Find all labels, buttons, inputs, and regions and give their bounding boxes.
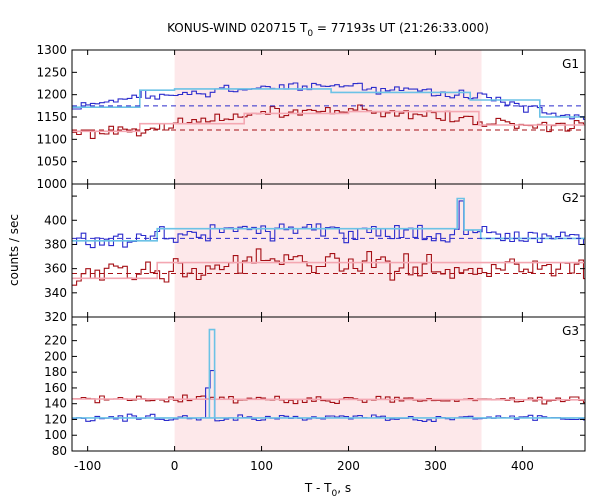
y-tick-label: 340 — [44, 286, 67, 300]
panel-g1: 1000 1050 1100 1150 1200 1250 1300 G1 — [36, 43, 586, 191]
panel-frame — [71, 316, 586, 452]
x-tick-label: 100 — [250, 459, 273, 473]
y-tick-label: 1050 — [36, 155, 67, 169]
y-tick-label: 1000 — [36, 177, 67, 191]
fit-pink-g1 — [72, 110, 585, 133]
chart-title: KONUS-WIND 020715 T0 = 77193s UT (21:26:… — [167, 21, 489, 39]
y-tick-label: 180 — [44, 365, 67, 379]
x-tick-label: -100 — [74, 459, 101, 473]
panel-label-g2: G2 — [562, 191, 579, 205]
shaded-interval — [174, 50, 482, 184]
x-tick-label: 300 — [424, 459, 447, 473]
panel-label-g3: G3 — [562, 324, 579, 338]
fit-pink-g2 — [72, 261, 585, 280]
series-red-g1 — [72, 104, 585, 139]
y-tick-label: 1300 — [36, 43, 67, 57]
y-axis-label: counts / sec — [7, 214, 21, 286]
panel-g2: 320 340 360 380 400 G2 — [44, 183, 586, 324]
y-tick-label: 1100 — [36, 132, 67, 146]
y-tick-label: 220 — [44, 334, 67, 348]
y-tick-label: 80 — [52, 444, 67, 458]
y-tick-label: 320 — [44, 310, 67, 324]
fit-lightblue-g1 — [72, 88, 585, 118]
x-tick-label: 0 — [171, 459, 179, 473]
series-blue-g2 — [72, 200, 585, 249]
y-tick-label: 140 — [44, 397, 67, 411]
shaded-interval — [174, 317, 482, 451]
shaded-interval — [174, 184, 482, 317]
y-tick-label: 200 — [44, 349, 67, 363]
y-tick-label: 1150 — [36, 110, 67, 124]
y-tick-label: 400 — [44, 213, 67, 227]
plot-area: 1000105011001150120012501300G13203403603… — [36, 43, 586, 473]
y-tick-label: 100 — [44, 428, 67, 442]
fit-pink-g3 — [72, 398, 585, 401]
y-tick-label: 160 — [44, 381, 67, 395]
fit-spike-g3 — [208, 328, 216, 418]
y-tick-label: 120 — [44, 412, 67, 426]
x-axis: -100 0 100 200 300 400 — [74, 459, 534, 473]
x-axis-label-subscript: 0 — [332, 489, 338, 499]
panel-g1-data — [72, 50, 585, 184]
series-red-g2 — [72, 248, 585, 286]
fit-lightblue-g2 — [72, 197, 585, 242]
panel-g2-data — [72, 184, 585, 317]
panel-label-g1: G1 — [562, 57, 579, 71]
series-blue-g1 — [72, 82, 585, 120]
y-tick-label: 1200 — [36, 88, 67, 102]
panel-g3-data — [72, 317, 585, 451]
chart-title-subscript: 0 — [307, 29, 313, 39]
y-tick-label: 1250 — [36, 65, 67, 79]
y-tick-label: 380 — [44, 237, 67, 251]
x-axis-label: T - T0, s — [304, 481, 351, 499]
x-tick-label: 200 — [337, 459, 360, 473]
x-tick-label: 400 — [511, 459, 534, 473]
y-tick-label: 360 — [44, 262, 67, 276]
